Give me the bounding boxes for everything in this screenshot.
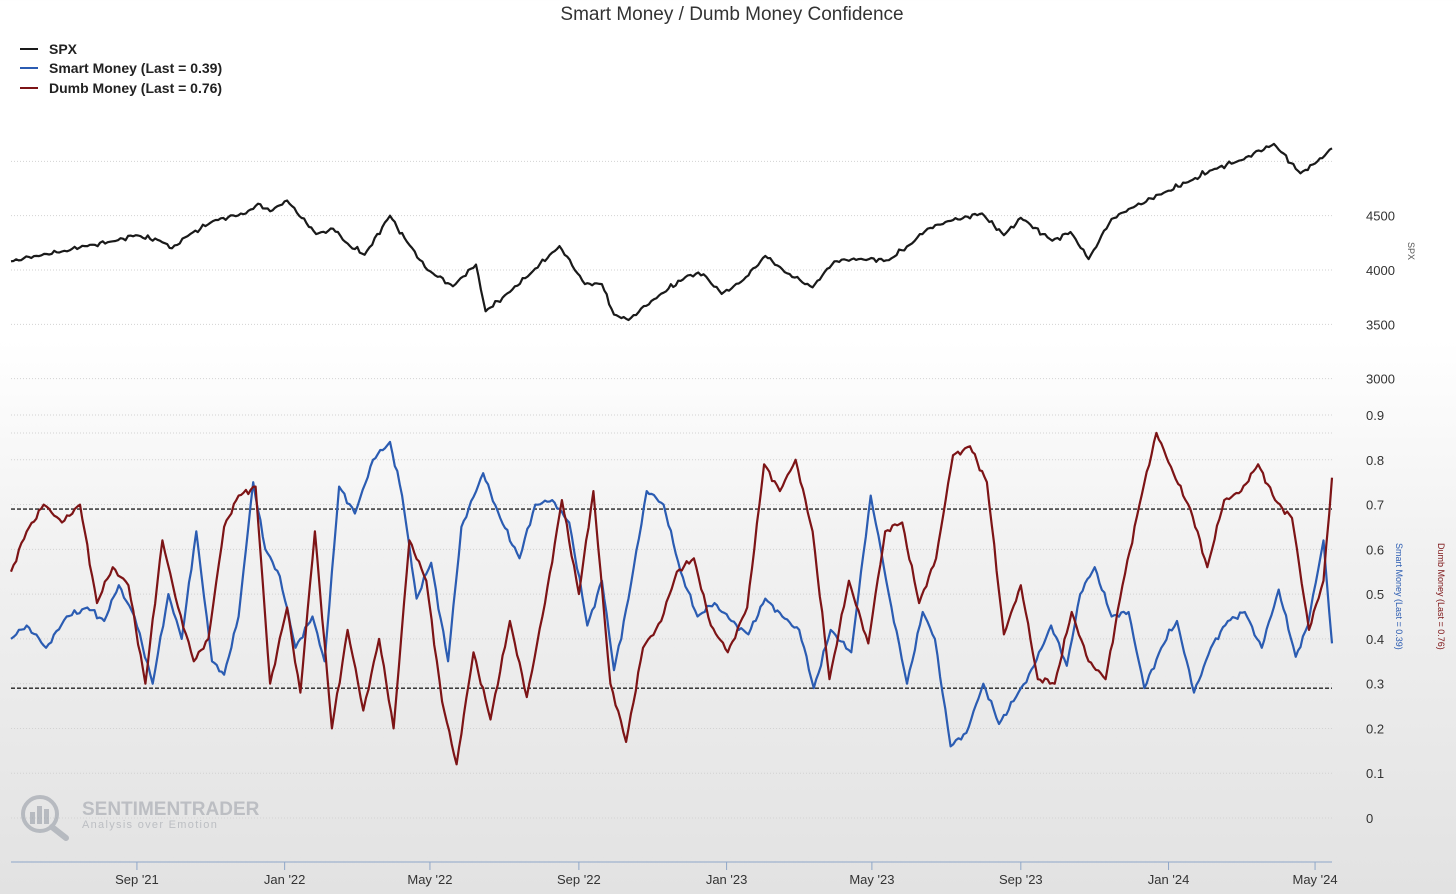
sentiment-tick-label: 0.9 <box>1366 408 1384 423</box>
sentiment-tick-label: 0.3 <box>1366 677 1384 692</box>
dumb-money-axis-title: Dumb Money (Last = 0.76) <box>1436 543 1446 650</box>
series-layer <box>9 142 1334 766</box>
legend-label-spx: SPX <box>49 40 78 57</box>
reference-lines <box>11 508 1332 689</box>
sentiment-tick-label: 0.7 <box>1366 498 1384 513</box>
spx-tick-label: 4500 <box>1366 209 1395 224</box>
watermark-tagline: Analysis over Emotion <box>82 819 219 831</box>
sentiment-tick-label: 0.2 <box>1366 721 1384 736</box>
legend-item-spx[interactable]: SPX <box>20 39 222 59</box>
legend-label-dumb-money: Dumb Money (Last = 0.76) <box>49 79 223 96</box>
sentiment-tick-label: 0.1 <box>1366 766 1384 781</box>
sentiment-tick-label: 0.4 <box>1366 632 1384 647</box>
legend-swatch-smart-money <box>20 67 38 70</box>
legend-item-smart-money[interactable]: Smart Money (Last = 0.39) <box>20 59 222 79</box>
sentiment-tick-label: 0.6 <box>1366 542 1384 557</box>
sentiment-tick-label: 0.8 <box>1366 453 1384 468</box>
legend-label-smart-money: Smart Money (Last = 0.39) <box>49 60 223 77</box>
spx-axis-title: SPX <box>1406 242 1416 260</box>
grid-layer <box>11 160 1332 819</box>
sentiment-tick-label: 0 <box>1366 811 1373 826</box>
magnifier-chart-icon <box>21 795 69 841</box>
spx-tick-label: 3000 <box>1366 372 1395 387</box>
legend-swatch-spx <box>20 47 38 50</box>
axis-layer: SPX Smart Money (Last = 0.39) Dumb Money… <box>11 242 1446 863</box>
watermark-brand: SENTIMENTRADER <box>82 799 260 820</box>
x-tick-label: May '22 <box>407 872 452 887</box>
y-axis-ticks: 3000 3500 4000 4500 0 0.1 0.2 0.3 0.4 0.5 0.6 0.7 0.… <box>1366 209 1395 826</box>
legend-swatch-dumb-money <box>20 86 38 89</box>
x-tick-label: Sep '21 <box>115 872 159 887</box>
x-tick-label: Sep '23 <box>999 872 1043 887</box>
series-line-spx <box>10 142 1333 322</box>
watermark: SENTIMENTRADER Analysis over Emotion <box>16 794 259 849</box>
smart-money-axis-title: Smart Money (Last = 0.39) <box>1394 543 1404 650</box>
sentiment-tick-label: 0.5 <box>1366 587 1384 602</box>
legend-item-dumb-money[interactable]: Dumb Money (Last = 0.76) <box>20 78 222 98</box>
series-line-dumb-money <box>9 431 1334 766</box>
x-axis-ticks: Sep '21 Jan '22 May '22 Sep '22 Jan '23 May '… <box>115 862 1338 887</box>
chart-legend: SPX Smart Money (Last = 0.39) Dumb Money… <box>20 39 222 98</box>
x-tick-label: Jan '24 <box>1148 872 1190 887</box>
spx-tick-label: 3500 <box>1366 317 1395 332</box>
x-tick-label: May '23 <box>849 872 894 887</box>
chart-title: Smart Money / Dumb Money Confidence <box>560 4 904 25</box>
x-tick-label: Jan '23 <box>706 872 748 887</box>
x-tick-label: May '24 <box>1292 872 1337 887</box>
x-tick-label: Jan '22 <box>264 872 306 887</box>
series-line-smart-money <box>10 440 1334 748</box>
x-tick-label: Sep '22 <box>557 872 601 887</box>
spx-tick-label: 4000 <box>1366 263 1395 278</box>
